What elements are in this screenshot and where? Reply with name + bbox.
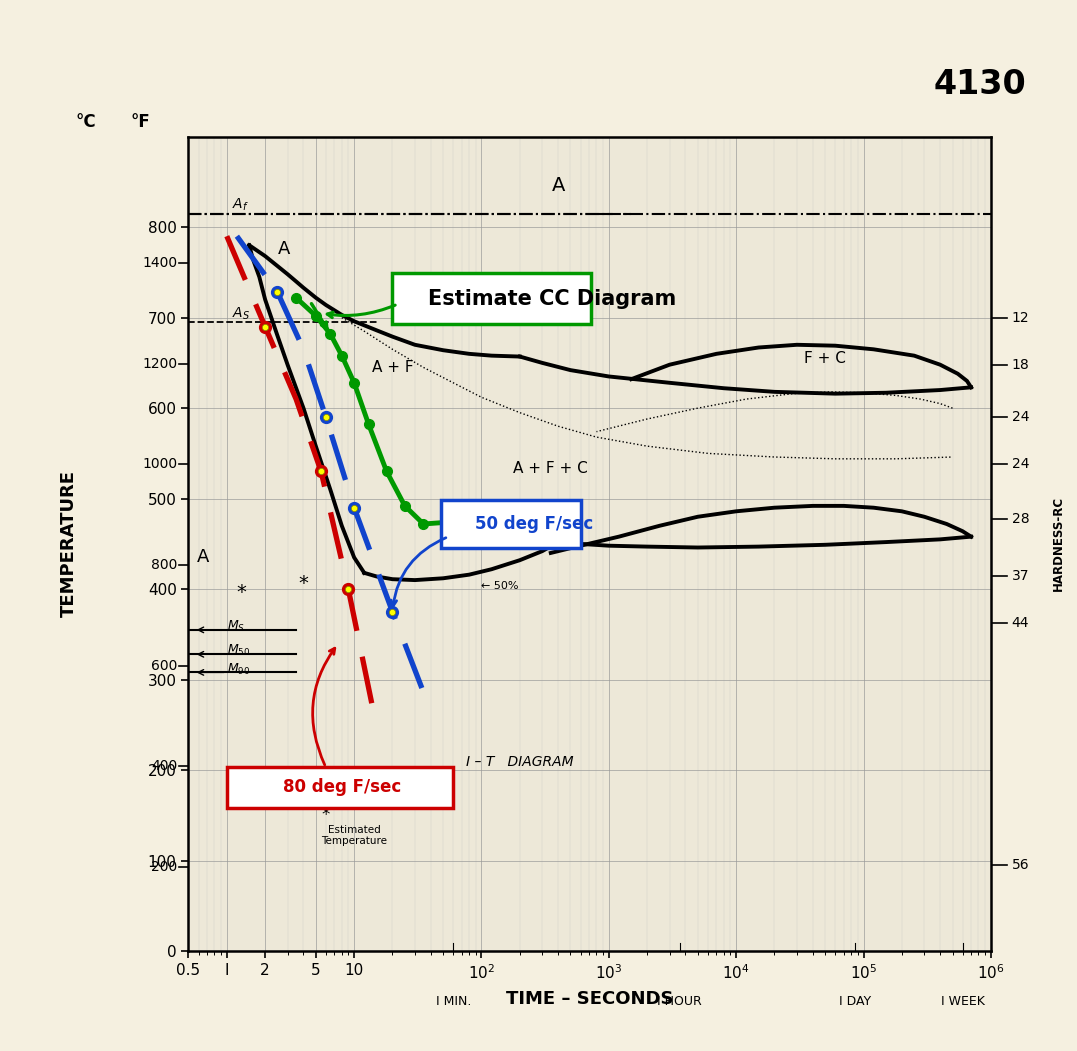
Y-axis label: TEMPERATURE: TEMPERATURE xyxy=(60,471,79,617)
Text: A: A xyxy=(551,176,564,194)
Text: Estimated
Temperature: Estimated Temperature xyxy=(321,825,387,846)
Text: *: * xyxy=(236,583,247,602)
Text: I WEEK: I WEEK xyxy=(941,995,985,1009)
Text: *: * xyxy=(298,574,308,593)
Text: 24: 24 xyxy=(1011,410,1029,425)
Text: I HOUR: I HOUR xyxy=(657,995,702,1009)
Text: 24: 24 xyxy=(1011,457,1029,471)
Text: A: A xyxy=(197,548,209,566)
Text: °C: °C xyxy=(75,114,97,131)
Text: 200: 200 xyxy=(151,860,177,873)
Text: ← 50%: ← 50% xyxy=(481,581,519,591)
Text: HARDNESS-RC: HARDNESS-RC xyxy=(1052,496,1065,592)
Text: 28: 28 xyxy=(1011,512,1030,526)
FancyBboxPatch shape xyxy=(440,500,581,548)
FancyBboxPatch shape xyxy=(227,766,453,808)
Text: I – T   DIAGRAM: I – T DIAGRAM xyxy=(466,755,574,768)
Text: 800: 800 xyxy=(151,558,177,572)
Text: $M_{90}$: $M_{90}$ xyxy=(227,661,250,677)
Text: 80 deg F/sec: 80 deg F/sec xyxy=(282,779,401,797)
Text: Estimate CC Diagram: Estimate CC Diagram xyxy=(429,289,676,309)
Text: $A_S$: $A_S$ xyxy=(232,306,250,322)
Text: A + F + C: A + F + C xyxy=(514,461,588,476)
Text: 18: 18 xyxy=(1011,357,1030,372)
Text: $M_S$: $M_S$ xyxy=(227,619,244,634)
Text: 37: 37 xyxy=(1011,569,1029,582)
Text: I MIN.: I MIN. xyxy=(435,995,471,1009)
Text: °F: °F xyxy=(130,114,150,131)
Text: A: A xyxy=(278,241,290,259)
Text: *: * xyxy=(322,806,330,824)
FancyBboxPatch shape xyxy=(392,273,591,324)
Text: 1200: 1200 xyxy=(142,357,177,371)
Text: $M_{50}$: $M_{50}$ xyxy=(227,643,250,658)
Text: 600: 600 xyxy=(151,659,177,673)
Text: $A_f$: $A_f$ xyxy=(232,197,249,213)
Text: 1400: 1400 xyxy=(142,256,177,270)
Text: F + C: F + C xyxy=(805,351,847,366)
Text: A + F: A + F xyxy=(372,359,414,375)
X-axis label: TIME – SECONDS: TIME – SECONDS xyxy=(506,990,673,1008)
Text: 400: 400 xyxy=(151,759,177,774)
Text: 4130: 4130 xyxy=(934,68,1026,101)
Text: 1000: 1000 xyxy=(142,457,177,472)
Text: I DAY: I DAY xyxy=(839,995,871,1009)
Text: 56: 56 xyxy=(1011,859,1030,872)
Text: 44: 44 xyxy=(1011,616,1029,630)
Text: 50 deg F/sec: 50 deg F/sec xyxy=(475,515,593,533)
Text: 12: 12 xyxy=(1011,311,1030,325)
